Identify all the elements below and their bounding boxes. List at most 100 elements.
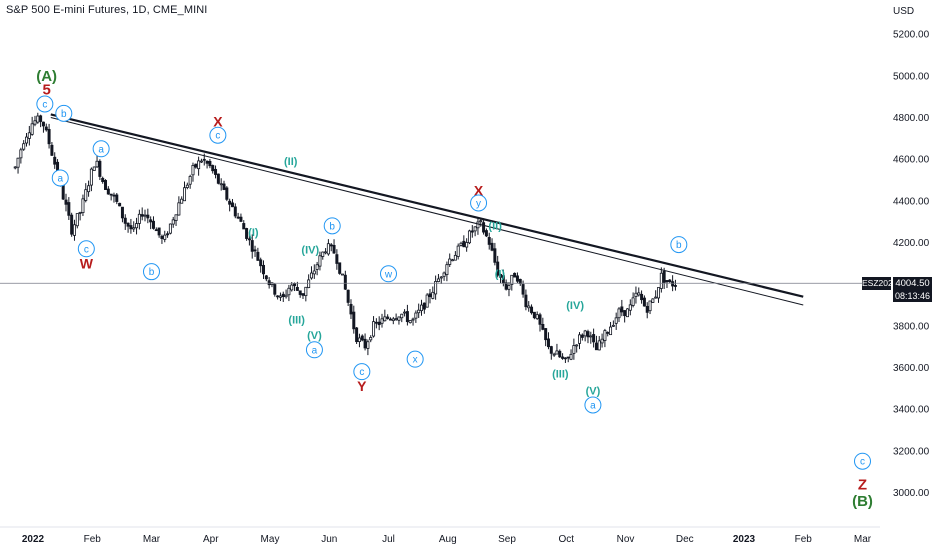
wave-label-circle: [406, 350, 424, 368]
wave-label-circle: [77, 240, 95, 258]
x-tick-label: Nov: [617, 534, 635, 545]
wave-label-circle: [670, 236, 688, 254]
candle-body: [250, 240, 254, 252]
candle-body: [137, 213, 141, 224]
candle-body: [208, 160, 212, 167]
candle-body: [50, 144, 54, 156]
candle-body: [558, 350, 562, 358]
candle-body: [436, 278, 440, 282]
candle-body: [380, 318, 384, 324]
candle-body: [239, 216, 243, 222]
candles: [13, 112, 677, 364]
candle-body: [476, 221, 480, 229]
wave-label: X: [474, 182, 484, 198]
candle-body: [115, 194, 119, 202]
candle-body: [439, 276, 443, 279]
y-tick-label: 4200.00: [893, 238, 930, 249]
wave-label: Z: [858, 476, 867, 493]
wave-label: 5: [42, 82, 50, 99]
candle-body: [262, 264, 266, 275]
candle-body: [611, 324, 615, 327]
y-tick-label: 4800.00: [893, 113, 930, 124]
candle-body: [233, 206, 237, 217]
wave-label: (IV): [301, 245, 319, 257]
candle-body: [363, 338, 367, 349]
wave-label: b: [61, 109, 67, 120]
candle-body: [166, 233, 170, 236]
x-tick-label: Dec: [676, 534, 694, 545]
candle-body: [377, 321, 381, 326]
candle-body: [572, 345, 576, 354]
candle-body: [473, 226, 477, 232]
candle-body: [326, 243, 330, 255]
candle-body: [552, 353, 556, 356]
candle-body: [648, 300, 652, 312]
candle-body: [431, 291, 435, 299]
wave-label: (III): [288, 314, 305, 326]
candle-body: [267, 280, 271, 286]
candle-body: [504, 282, 508, 290]
wave-label-circle: [584, 396, 602, 414]
candle-body: [16, 157, 20, 168]
candle-body: [388, 318, 392, 321]
candle-body: [75, 213, 79, 227]
candle-body: [171, 219, 175, 225]
candle-body: [614, 317, 618, 324]
candle-body: [129, 225, 133, 230]
candle-body: [625, 308, 629, 318]
candle-body: [89, 168, 93, 186]
candle-body: [343, 274, 347, 290]
wave-label-circle: [36, 95, 54, 113]
candle-body: [532, 311, 536, 319]
wave-label: X: [213, 114, 223, 130]
candle-body: [146, 214, 150, 219]
wave-label: (B): [852, 493, 873, 510]
candle-body: [417, 309, 421, 314]
candle-body: [81, 198, 85, 214]
candle-body: [199, 160, 203, 163]
candle-body: [273, 284, 277, 295]
candle-body: [594, 342, 598, 351]
candle-body: [563, 357, 567, 360]
candle-body: [527, 305, 531, 309]
candle-body: [53, 156, 57, 165]
candle-body: [151, 220, 155, 229]
candle-body: [160, 235, 164, 239]
candle-body: [422, 302, 426, 310]
candle-body: [185, 184, 189, 188]
candle-body: [25, 136, 29, 144]
candle-body: [315, 264, 319, 270]
candle-body: [228, 200, 232, 205]
wave-label: (II): [284, 156, 298, 168]
candle-body: [321, 251, 325, 257]
candle-body: [555, 350, 559, 355]
candle-body: [163, 234, 167, 240]
wave-label: c: [860, 457, 865, 468]
candle-body: [603, 330, 607, 341]
candle-body: [515, 275, 519, 282]
wave-label-circle: [854, 452, 871, 470]
candle-body: [290, 284, 294, 291]
candle-body: [242, 223, 246, 230]
price-tag-value: 4004.50: [893, 277, 932, 290]
candle-body: [623, 310, 627, 317]
candle-body: [123, 217, 127, 224]
candle-body: [194, 163, 198, 168]
candle-body: [259, 259, 263, 267]
candle-body: [140, 214, 144, 217]
wave-label: y: [476, 198, 481, 209]
wave-label-circle: [92, 140, 110, 158]
candle-body: [132, 227, 136, 230]
wave-label: (II): [488, 221, 502, 233]
wave-label: c: [359, 367, 364, 378]
candle-body: [47, 129, 51, 145]
x-tick-label: Feb: [84, 534, 102, 545]
candle-body: [168, 223, 172, 234]
candle-body: [329, 244, 333, 247]
candle-body: [538, 314, 542, 325]
candle-body: [126, 222, 130, 227]
candle-body: [245, 228, 249, 239]
candle-body: [575, 344, 579, 347]
candle-body: [143, 214, 147, 217]
